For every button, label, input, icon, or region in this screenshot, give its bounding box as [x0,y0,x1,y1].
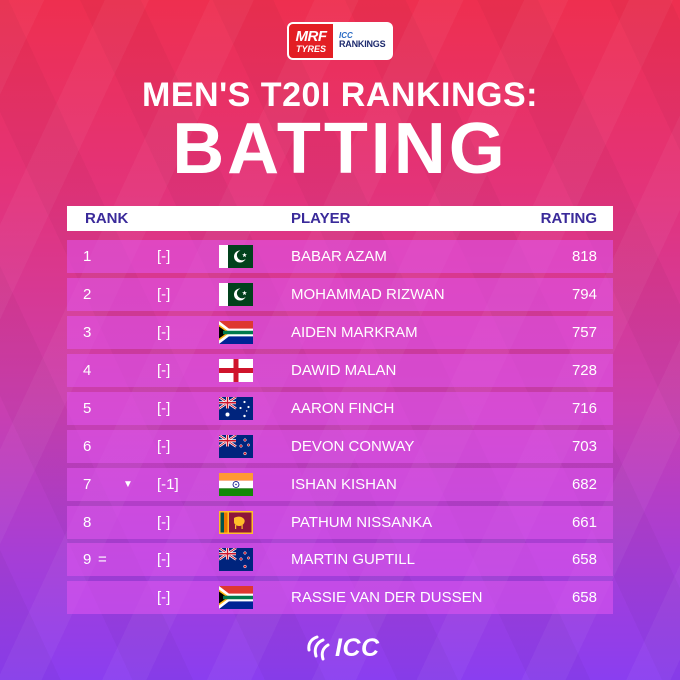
table-row: 4 [-] DAWID MALAN 728 [67,354,613,387]
south-africa-flag [219,321,253,344]
pakistan-flag [219,245,253,268]
table-row: [-] RASSIE VAN DER DUSSEN 658 [67,581,613,614]
sponsor-line2: TYRES [295,43,326,54]
icc-swirl-icon [307,635,330,661]
row-rank: 8 [83,514,92,531]
row-player: AARON FINCH [291,400,395,417]
row-movement: [-] [157,362,171,379]
row-rank: 5 [83,400,92,417]
row-movement: [-1] [157,476,179,493]
rankings-line1: ICC [339,31,353,41]
new-zealand-flag [219,548,253,571]
row-rank: 9 [83,551,92,568]
row-player: PATHUM NISSANKA [291,514,433,531]
new-zealand-flag [219,435,253,458]
table-header: RANK PLAYER RATING [67,206,613,231]
row-movement: [-] [157,400,171,417]
pakistan-flag [219,283,253,306]
table-row: 9 = [-] MARTIN GUPTILL 658 [67,543,613,576]
row-rating: 794 [571,286,597,303]
row-rank: 6 [83,438,92,455]
sponsor-line1: MRF [295,27,328,45]
row-rating: 728 [571,362,597,379]
row-movement: [-] [157,248,171,265]
south-africa-flag [219,586,253,609]
page-subtitle: BATTING [172,109,508,189]
icc-footer-logo: ICC [303,632,383,662]
row-rating: 658 [571,589,597,606]
header-rank: RANK [85,210,129,227]
footer-wordmark: ICC [335,634,380,662]
down-arrow-icon: ▼ [123,479,133,490]
table-row: 6 [-] DEVON CONWAY 703 [67,430,613,463]
row-player: DAWID MALAN [291,362,397,379]
row-rank: 2 [83,286,92,303]
india-flag [219,473,253,496]
row-player: ISHAN KISHAN [291,476,397,493]
sri-lanka-flag [219,511,253,534]
row-player: DEVON CONWAY [291,438,415,455]
row-rating: 716 [571,400,597,417]
sponsor-logo: MRF TYRES ICC RANKINGS [287,22,393,62]
row-rating: 661 [571,514,597,531]
row-rank: 1 [83,248,92,265]
table-row: 3 [-] AIDEN MARKRAM 757 [67,316,613,349]
row-player: RASSIE VAN DER DUSSEN [291,589,483,606]
australia-flag [219,397,253,420]
row-movement: [-] [157,286,171,303]
row-rating: 818 [571,248,597,265]
row-tie-marker: = [98,551,107,568]
england-flag [219,359,253,382]
row-player: BABAR AZAM [291,248,387,265]
table-row: 2 [-] MOHAMMAD RIZWAN 794 [67,278,613,311]
page-title: MEN'S T20I RANKINGS: [142,76,538,114]
table-row: 5 [-] AARON FINCH 716 [67,392,613,425]
row-movement: [-] [157,551,171,568]
row-player: MOHAMMAD RIZWAN [291,286,445,303]
row-rank: 4 [83,362,92,379]
row-player: AIDEN MARKRAM [291,324,418,341]
row-player: MARTIN GUPTILL [291,551,415,568]
row-rating: 682 [571,476,597,493]
header-rating: RATING [540,210,597,227]
row-rating: 703 [571,438,597,455]
rankings-line2: RANKINGS [339,39,386,50]
icc-rankings-logo: ICC RANKINGS [333,22,393,60]
table-row: 8 [-] PATHUM NISSANKA 661 [67,506,613,539]
row-movement: [-] [157,438,171,455]
mrf-tyres-logo: MRF TYRES [287,22,335,60]
row-rank: 3 [83,324,92,341]
header-player: PLAYER [291,210,351,227]
row-rating: 757 [571,324,597,341]
row-rank: 7 [83,476,92,493]
row-movement: [-] [157,514,171,531]
table-row: 1 [-] BABAR AZAM 818 [67,240,613,273]
table-row: 7 ▼ [-1] ISHAN KISHAN 682 [67,468,613,501]
row-movement: [-] [157,324,171,341]
row-movement: [-] [157,589,171,606]
row-rating: 658 [571,551,597,568]
